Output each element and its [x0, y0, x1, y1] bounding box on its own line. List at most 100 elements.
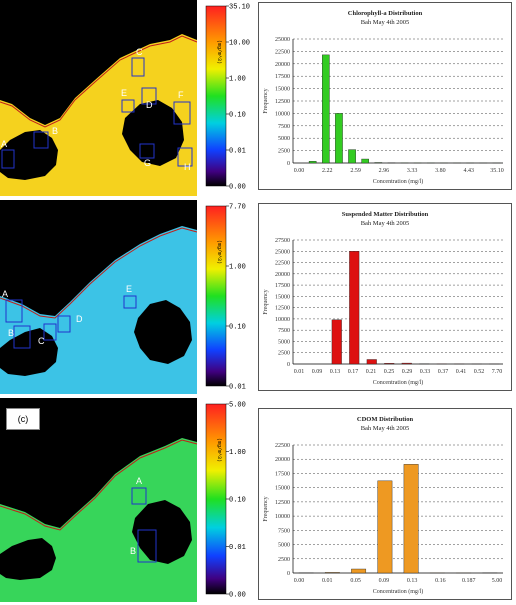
histogram-bar	[348, 149, 356, 164]
colorbar-tick-label: 1.00	[229, 449, 246, 457]
y-tick-label: 10000	[275, 111, 290, 117]
station-label-e: E	[121, 88, 127, 98]
x-tick-label: 0.21	[366, 369, 377, 375]
y-tick-label: 27500	[275, 238, 290, 244]
station-box-c	[43, 323, 57, 341]
station-box-a	[1, 149, 15, 169]
station-label-a: A	[1, 139, 7, 149]
chart-subtitle: Bah May 4th 2005	[361, 425, 410, 432]
x-tick-label: 0.29	[402, 369, 413, 375]
station-boxes: AB	[130, 476, 157, 563]
colorbar-tick-label: 0.01	[229, 544, 246, 552]
y-tick-label: 0	[287, 362, 290, 368]
land-mass-peninsula	[0, 538, 56, 580]
histogram-bar	[366, 359, 377, 365]
coastline-red	[0, 35, 198, 128]
station-box-g	[139, 143, 155, 159]
map-suspended-svg: 7.70 1.00 0.10 0.01 (mg/m^3) A B C D E	[0, 200, 253, 394]
y-tick-label: 5000	[278, 543, 290, 549]
colorbar-tick-label: 0.01	[229, 148, 246, 156]
x-tick-label: 0.00	[294, 578, 305, 584]
y-axis-label: Frequency	[263, 496, 269, 521]
histogram-bar	[349, 251, 360, 365]
land-mass-north	[0, 200, 197, 316]
x-tick-label: 3.33	[407, 168, 418, 174]
colorbar-ticks: 7.70 1.00 0.10 0.01 (mg/m^3)	[216, 204, 246, 392]
station-boxes: A B C D E F G H	[1, 47, 193, 172]
x-tick-label: 2.96	[379, 168, 390, 174]
station-box-e	[121, 99, 135, 113]
colorbar-tick-label: 0.10	[229, 497, 246, 505]
map-chlorophyll-svg: 35.10 10.00 1.00 0.10 0.01 0.00 (mg/m^3) A B C D E…	[0, 0, 253, 196]
coastline-red	[0, 227, 198, 319]
x-tick-label: 0.13	[330, 369, 341, 375]
y-tick-label: 22500	[275, 443, 290, 449]
x-tick-label: 0.09	[379, 578, 390, 584]
y-tick-label: 0	[287, 571, 290, 577]
x-tick-label: 0.37	[438, 369, 449, 375]
x-tick-label: 0.00	[294, 168, 305, 174]
y-tick-label: 5000	[278, 136, 290, 142]
chart-title: CDOM Distribution	[357, 416, 414, 423]
colorbar	[205, 403, 227, 595]
colorbar-tick-label: 0.10	[229, 324, 246, 332]
y-tick-label: 10000	[275, 317, 290, 323]
y-tick-label: 17500	[275, 74, 290, 80]
y-tick-label: 17500	[275, 283, 290, 289]
x-tick-label: 0.05	[350, 578, 361, 584]
histogram-bar	[401, 362, 412, 365]
y-tick-label: 12500	[275, 99, 290, 105]
x-tick-label: 2.59	[350, 168, 361, 174]
station-box-h	[177, 147, 193, 167]
chart-subtitle: Bah May 4th 2005	[361, 19, 410, 26]
y-tick-label: 20000	[275, 62, 290, 68]
x-tick-label: 35.10	[490, 168, 504, 174]
histogram-cdom-svg: CDOM Distribution Bah May 4th 2005 22500 20…	[263, 416, 503, 595]
station-label-a: A	[136, 476, 142, 486]
station-label-g: G	[144, 158, 151, 168]
colorbar-ticks: 5.00 1.00 0.10 0.01 0.00 (mg/m^3)	[216, 402, 246, 600]
colorbar-unit-label: (mg/m^3)	[216, 40, 222, 64]
histogram-bar	[322, 54, 330, 164]
x-tick-label: 0.17	[348, 369, 359, 375]
histogram-bar	[384, 363, 395, 365]
chart-title: Suspended Matter Distribution	[342, 211, 429, 218]
x-tick-label: 0.41	[456, 369, 467, 375]
x-axis-label: Concentration (mg/l)	[373, 588, 424, 595]
colorbar-tick-label: 0.10	[229, 112, 246, 120]
histogram-bar	[403, 464, 419, 574]
station-label-b: B	[130, 546, 136, 556]
y-tick-label: 25000	[275, 249, 290, 255]
station-box-b	[13, 325, 31, 349]
land-mass-island	[122, 100, 184, 166]
panel-label-c: (c)	[6, 408, 40, 430]
y-tick-label: 15000	[275, 87, 290, 93]
y-tick-label: 20000	[275, 272, 290, 278]
map-panel-chlorophyll: 35.10 10.00 1.00 0.10 0.01 0.00 (mg/m^3) A B C D E…	[0, 0, 253, 196]
y-tick-label: 2500	[278, 557, 290, 563]
y-tick-label: 15000	[275, 294, 290, 300]
histogram-bar	[351, 568, 367, 574]
histogram-bar	[335, 113, 343, 164]
y-axis-label: Frequency	[263, 289, 269, 314]
coastline-red	[0, 439, 198, 531]
x-tick-label: 0.13	[407, 578, 418, 584]
colorbar-tick-label: 1.00	[229, 76, 246, 84]
y-tick-label: 5000	[278, 339, 290, 345]
x-tick-label: 7.70	[492, 369, 503, 375]
histogram-chlorophyll: Chlorophyll-a Distribution Bah May 4th 20…	[258, 2, 512, 190]
station-label-d: D	[76, 314, 83, 324]
colorbar-unit-label: (mg/m^3)	[216, 438, 222, 462]
histogram-cdom: CDOM Distribution Bah May 4th 2005 22500 20…	[258, 408, 512, 600]
station-box-d	[57, 315, 71, 333]
histogram-bar	[308, 161, 317, 164]
y-tick-label: 17500	[275, 471, 290, 477]
x-tick-label: 0.01	[294, 369, 305, 375]
colorbar	[205, 205, 227, 387]
land-mass-island	[132, 500, 192, 564]
x-tick-label: 0.09	[312, 369, 323, 375]
colorbar-tick-label: 5.00	[229, 402, 246, 410]
y-axis-label: Frequency	[263, 88, 269, 113]
y-tick-label: 25000	[275, 37, 290, 43]
